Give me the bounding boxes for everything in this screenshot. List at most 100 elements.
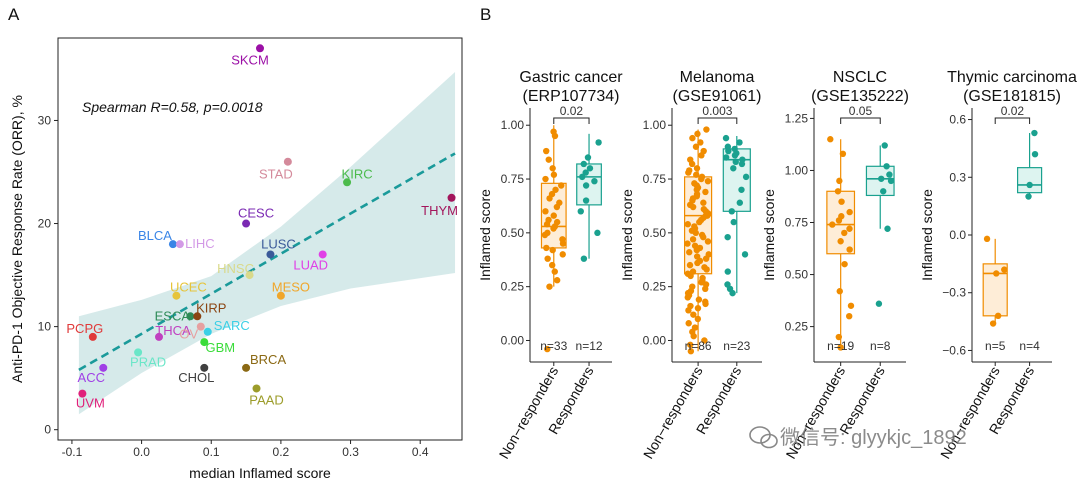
- data-point: [875, 300, 883, 307]
- x-tick-label: Non−responders: [496, 364, 562, 462]
- data-point: [880, 188, 887, 195]
- data-point: [549, 246, 556, 254]
- x-tick-label: 0.2: [273, 445, 290, 459]
- point-label-hnsc: HNSC: [217, 261, 254, 276]
- n-label: n=12: [576, 339, 603, 353]
- data-point: [689, 203, 697, 211]
- point-uvm: [78, 389, 87, 398]
- data-point: [586, 165, 594, 172]
- data-point: [742, 173, 750, 181]
- panel-subtitle: (GSE181815): [963, 88, 1061, 105]
- y-axis-label: Inflamed score: [919, 189, 935, 281]
- point-gbm: [200, 338, 209, 347]
- point-meso: [276, 291, 285, 300]
- significance-bracket: [994, 117, 1031, 124]
- data-point: [551, 268, 558, 275]
- data-point: [846, 312, 853, 320]
- panel-title: Melanoma: [680, 69, 755, 86]
- point-label-prad: PRAD: [130, 354, 166, 369]
- point-label-meso: MESO: [272, 280, 310, 295]
- data-point: [994, 312, 1002, 320]
- watermark: 微信号: glyykjc_1892: [749, 426, 967, 449]
- data-point: [730, 218, 737, 226]
- data-point: [841, 229, 848, 237]
- y-tick-label: 1.00: [785, 163, 809, 177]
- p-value-label: 0.02: [1001, 104, 1025, 118]
- regression-line: [78, 152, 456, 372]
- panel-label-b: B: [480, 5, 491, 24]
- data-point: [692, 143, 700, 150]
- data-point: [584, 154, 592, 161]
- data-point: [884, 225, 891, 232]
- data-point: [839, 150, 847, 158]
- panel-subtitle: (GSE135222): [811, 88, 909, 105]
- data-point: [688, 160, 696, 168]
- significance-bracket: [840, 117, 881, 124]
- y-tick-label: 30: [38, 113, 52, 127]
- data-point: [883, 163, 890, 170]
- panel-subtitle: (GSE91061): [673, 88, 762, 105]
- data-point: [725, 147, 732, 155]
- data-point: [728, 208, 735, 215]
- data-point: [836, 177, 843, 185]
- data-point: [732, 158, 739, 166]
- data-point: [558, 182, 565, 189]
- point-label-kirc: KIRC: [342, 166, 373, 181]
- data-point: [983, 235, 991, 243]
- data-point: [694, 304, 702, 312]
- y-tick-label: 1.00: [643, 118, 667, 132]
- point-prad: [134, 348, 143, 357]
- data-point: [594, 229, 601, 237]
- point-label-sarc: SARC: [214, 318, 250, 333]
- x-tick-label: Non−responders: [640, 364, 706, 462]
- panel-title: Gastric cancer: [519, 69, 623, 86]
- point-label-lihc: LIHC: [185, 236, 215, 251]
- y-tick-label: 0.25: [643, 280, 667, 294]
- point-label-kirp: KIRP: [196, 300, 226, 315]
- point-label-ucec: UCEC: [170, 280, 207, 295]
- x-axis-label: median Inflamed score: [189, 465, 331, 481]
- data-point: [552, 186, 559, 193]
- data-point: [701, 337, 708, 344]
- data-point: [1031, 150, 1039, 158]
- x-tick-label: 0.0: [133, 445, 150, 459]
- data-point: [1025, 193, 1032, 200]
- data-point: [1026, 181, 1033, 189]
- data-point: [702, 255, 710, 262]
- data-point: [878, 175, 885, 182]
- data-point: [702, 188, 709, 196]
- data-point: [559, 240, 567, 247]
- data-point: [591, 177, 598, 185]
- data-point: [546, 195, 553, 202]
- data-point: [702, 300, 709, 308]
- data-point: [846, 208, 853, 216]
- point-pcpg: [88, 332, 97, 341]
- data-point: [693, 165, 701, 172]
- data-point: [545, 156, 552, 163]
- n-label: n=19: [827, 339, 854, 353]
- data-point: [722, 154, 730, 161]
- data-point: [687, 341, 694, 348]
- panel-subtitle: (ERP107734): [523, 88, 620, 105]
- x-tick-label: 0.3: [342, 445, 359, 459]
- point-thym: [447, 193, 456, 202]
- point-kirc: [343, 178, 352, 187]
- data-point: [722, 134, 730, 142]
- boxplot-2: Melanoma (GSE91061) 0.00 0.25 0.50 0.75 1.00 In…: [619, 69, 762, 461]
- data-point: [553, 277, 561, 284]
- boxplot-3: NSCLC (GSE135222) 0.25 0.50 0.75 1.00 1.25 Infl…: [761, 69, 909, 461]
- boxplot-4: Thymic carcinoma (GSE181815) −0.6 −0.3 0.0 0.…: [919, 69, 1077, 461]
- data-point: [546, 283, 553, 290]
- box: [1016, 167, 1043, 194]
- data-point: [887, 177, 895, 185]
- point-lusc: [266, 250, 275, 259]
- data-point: [724, 268, 731, 275]
- data-point: [736, 139, 743, 146]
- data-point: [548, 261, 556, 269]
- panel-label-a: A: [8, 5, 20, 24]
- data-point: [543, 221, 551, 228]
- boxplot-panels: Gastric cancer (ERP107734) 0.00 0.25 0.50 0.7…: [477, 69, 1077, 461]
- point-chol: [200, 363, 209, 372]
